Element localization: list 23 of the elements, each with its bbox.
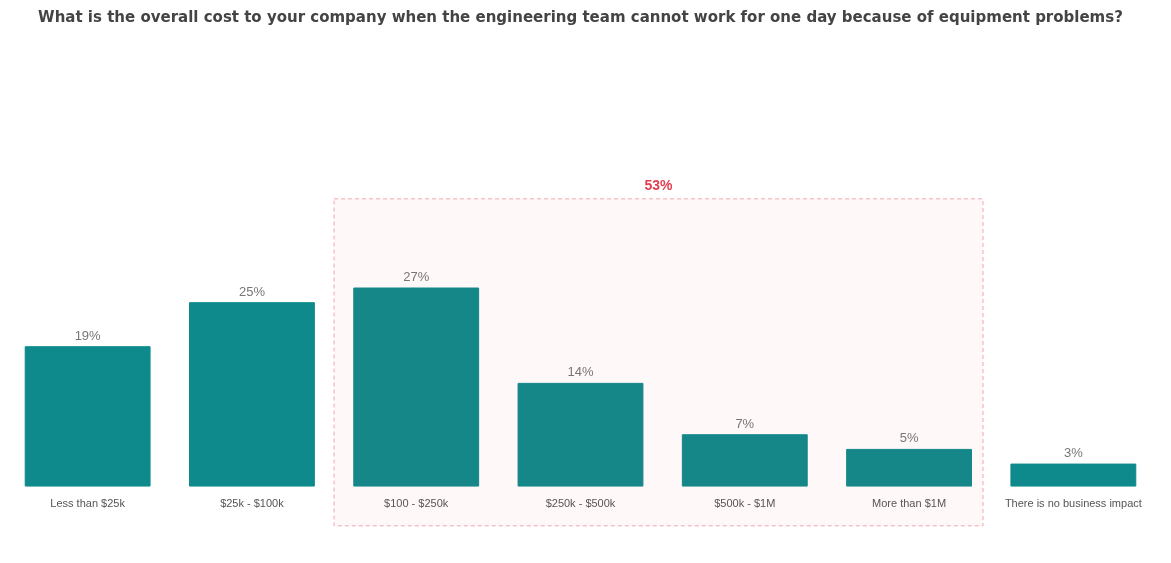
x-tick-label: There is no business impact <box>1004 497 1142 510</box>
data-label: 14% <box>567 364 594 380</box>
bar <box>1010 463 1137 487</box>
x-tick-label: More than $1M <box>872 497 947 510</box>
bar <box>846 448 972 487</box>
data-label: 25% <box>238 283 266 299</box>
x-tick-label: $25k - $100k <box>220 497 285 510</box>
bar <box>24 346 151 487</box>
x-tick-label: $100 - $250k <box>384 497 449 510</box>
x-tick-label: $500k - $1M <box>714 497 776 510</box>
bar <box>517 382 644 487</box>
data-label: 27% <box>403 269 430 284</box>
x-tick-label: $250k - $500k <box>545 497 616 510</box>
band-label: 53% <box>644 176 674 193</box>
bar <box>681 434 808 487</box>
data-label: 5% <box>899 430 919 446</box>
data-label: 7% <box>735 415 755 431</box>
bar <box>353 287 480 487</box>
data-label: 3% <box>1063 445 1084 461</box>
bar <box>189 302 315 487</box>
data-label: 19% <box>74 327 102 343</box>
x-tick-label: Less than $25k <box>50 497 126 510</box>
chart-title: What is the overall cost to your company when the engineering team cannot work for one day because of equipment problems? <box>38 7 1123 26</box>
